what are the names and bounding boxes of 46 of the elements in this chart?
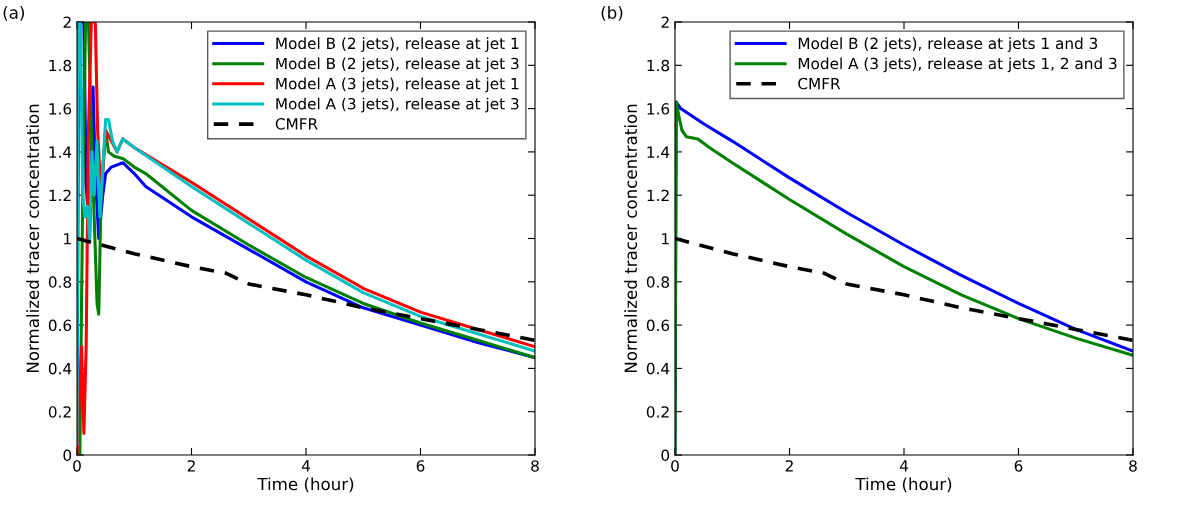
legend-label: Model A (3 jets), release at jet 1 <box>276 77 519 93</box>
x-tick-label: 4 <box>301 460 310 472</box>
x-tick-label: 6 <box>416 460 425 472</box>
y-tick-label: 1.4 <box>647 146 670 158</box>
legend-label: Model B (2 jets), release at jet 3 <box>276 57 519 73</box>
x-tick-label: 2 <box>785 460 793 472</box>
y-tick-label: 0.6 <box>48 319 72 332</box>
y-tick-label: 1.2 <box>647 189 669 201</box>
legend-label: CMFR <box>798 77 841 90</box>
x-tick-label: 6 <box>1014 460 1023 472</box>
x-tick-label: 8 <box>531 460 539 472</box>
y-tick-label: 1.4 <box>49 146 72 158</box>
y-tick-label: 2 <box>63 16 71 28</box>
x-tick-label: 4 <box>899 460 908 472</box>
y-tick-label: 0.8 <box>48 276 72 288</box>
y-tick-label: 1.8 <box>49 59 72 72</box>
legend-label: CMFR <box>275 118 318 130</box>
y-tick-label: 1 <box>662 233 669 245</box>
y-tick-label: 1.6 <box>647 103 670 115</box>
y-tick-label: 2 <box>661 16 669 28</box>
y-tick-label: 0.2 <box>646 406 669 418</box>
y-tick-label: 1 <box>64 233 71 245</box>
x-tick-label: 2 <box>187 460 195 472</box>
y-tick-label: 1.2 <box>49 189 71 201</box>
y-tick-label: 0 <box>661 449 670 462</box>
y-tick-label: 1.8 <box>647 59 670 72</box>
text: (a) <box>3 6 24 21</box>
x-tick-label: 8 <box>1129 460 1137 472</box>
y-tick-label: 0 <box>63 449 72 462</box>
legend-label: Model B (2 jets), release at jet 1 <box>276 37 519 53</box>
y-tick-label: 0.6 <box>646 319 670 332</box>
y-tick-label: 0.4 <box>646 362 670 375</box>
legend-label: Model A (3 jets), release at jet 3 <box>276 97 519 113</box>
x-tick-label: 0 <box>671 460 679 472</box>
x-axis-title: Time (hour) <box>855 477 952 493</box>
legend-label: Model A (3 jets), release at jets 1, 2 and 3 <box>798 57 1117 73</box>
y-tick-label: 0.2 <box>48 406 71 418</box>
text: (b) <box>601 6 623 21</box>
y-tick-label: 0.8 <box>646 276 670 288</box>
x-axis-title: Time (hour) <box>257 477 354 493</box>
y-axis-title: Normalized tracer concentration <box>624 104 638 373</box>
legend-label: Model B (2 jets), release at jets 1 and 3 <box>798 37 1098 53</box>
y-tick-label: 1.6 <box>49 103 72 115</box>
y-axis-title: Normalized tracer concentration <box>26 104 40 373</box>
x-tick-label: 0 <box>73 460 81 472</box>
y-tick-label: 0.4 <box>48 362 72 375</box>
